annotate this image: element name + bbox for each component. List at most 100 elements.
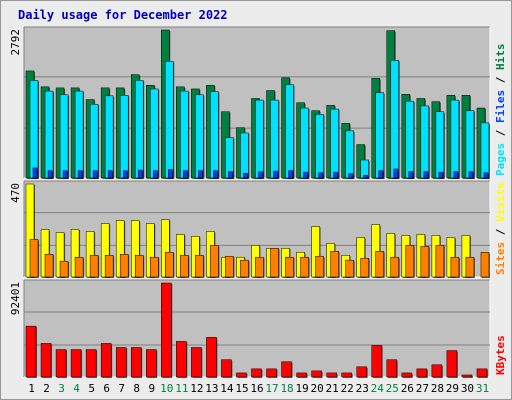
hits-files-pages-panel (23, 26, 491, 179)
pages-bar (74, 90, 84, 179)
kbytes-bar (341, 372, 352, 378)
files-bar (198, 170, 203, 179)
files-bar (273, 170, 278, 179)
sites-bar (420, 246, 430, 278)
x-tick-label: 23 (356, 382, 369, 395)
files-bar (408, 171, 414, 179)
x-tick-label: 9 (148, 382, 155, 395)
kbytes-bar (206, 337, 217, 378)
x-tick-label: 22 (341, 382, 354, 395)
x-tick-label: 21 (326, 382, 339, 395)
x-tick-label: 3 (58, 382, 65, 395)
pages-bar (104, 95, 114, 179)
legend-files: Files (494, 90, 507, 123)
kbytes-bar (311, 370, 322, 378)
pages-bar (150, 88, 159, 179)
x-tick-label: 4 (73, 382, 80, 395)
x-tick-label: 18 (280, 382, 293, 395)
sites-bar (134, 254, 144, 278)
kbytes-legend: KBytes (494, 335, 507, 375)
kbytes-bar (130, 347, 142, 378)
sites-bar (104, 254, 114, 278)
pages-bar (165, 61, 174, 179)
pages-bar (450, 99, 460, 179)
sites-bar (345, 259, 354, 278)
hits-axis-max-label: 2792 (9, 29, 22, 56)
x-tick-label: 15 (235, 382, 248, 395)
sites-bar (405, 245, 415, 278)
kbytes-bar (146, 349, 157, 378)
kbytes-bar (221, 359, 232, 378)
sites-bar (270, 248, 279, 278)
files-bar (468, 171, 474, 179)
pages-bar (240, 132, 249, 179)
kbytes-bar (55, 349, 67, 378)
pages-bar (29, 80, 39, 179)
sites-bar (285, 256, 294, 278)
x-tick-label: 19 (295, 382, 308, 395)
kbytes-bar (386, 359, 398, 378)
sites-bar (315, 255, 324, 278)
kbytes-bar (326, 372, 337, 378)
kbytes-bar (85, 349, 97, 378)
x-tick-label: 12 (190, 382, 203, 395)
kbytes-axis-max-label: 92401 (9, 282, 22, 315)
kbytes-bar (251, 368, 262, 378)
pages-bar (435, 111, 445, 179)
pages-bar (420, 105, 430, 179)
legend-hits: Hits (494, 44, 507, 71)
sites-bar (150, 256, 159, 278)
files-bar (228, 171, 233, 179)
sites-bar (480, 252, 490, 278)
x-tick-label: 10 (160, 382, 173, 395)
x-tick-label: 5 (88, 382, 95, 395)
pages-bar (405, 100, 415, 179)
sites-bar (360, 257, 369, 278)
kbytes-bar (461, 374, 473, 378)
kbytes-panel (23, 279, 491, 378)
sites-bar (240, 259, 249, 278)
sites-bar (225, 255, 234, 278)
sites-bar (44, 253, 54, 278)
kbytes-bar (40, 343, 52, 378)
x-tick-label: 1 (28, 382, 35, 395)
files-bar (122, 170, 128, 179)
x-tick-label: 28 (431, 382, 444, 395)
pages-bar (330, 108, 339, 179)
files-bar (243, 172, 248, 179)
chart-title: Daily usage for December 2022 (18, 8, 228, 22)
pages-bar (210, 91, 219, 179)
files-bar (318, 172, 323, 179)
sites-bar (435, 245, 445, 278)
pages-bar (134, 80, 144, 179)
pages-bar (59, 94, 69, 179)
files-bar (333, 171, 338, 179)
legend-visits: Visits (494, 182, 507, 222)
pages-bar (255, 99, 264, 179)
files-bar (183, 170, 188, 179)
pages-bar (300, 107, 309, 179)
sites-bar (195, 254, 204, 278)
files-bar (393, 168, 399, 179)
x-tick-label: 13 (205, 382, 218, 395)
sites-bar (450, 256, 460, 278)
files-bar (62, 170, 68, 179)
pages-bar (480, 122, 490, 179)
sites-bar (29, 239, 39, 278)
x-tick-label: 17 (265, 382, 278, 395)
legend-text: Sites / Visits (494, 182, 507, 275)
sites-bar (330, 251, 339, 278)
x-tick-label: 2 (43, 382, 50, 395)
files-bar (288, 170, 293, 179)
kbytes-bar (115, 347, 127, 378)
sites-bar (165, 252, 174, 278)
files-bar (438, 171, 444, 179)
files-bar (213, 170, 218, 179)
files-bar (303, 171, 308, 179)
kbytes-bar (100, 343, 112, 378)
kbytes-bar (266, 368, 277, 378)
pages-bar (315, 114, 324, 179)
x-tick-label: 11 (175, 382, 188, 395)
kbytes-bar (161, 282, 172, 378)
